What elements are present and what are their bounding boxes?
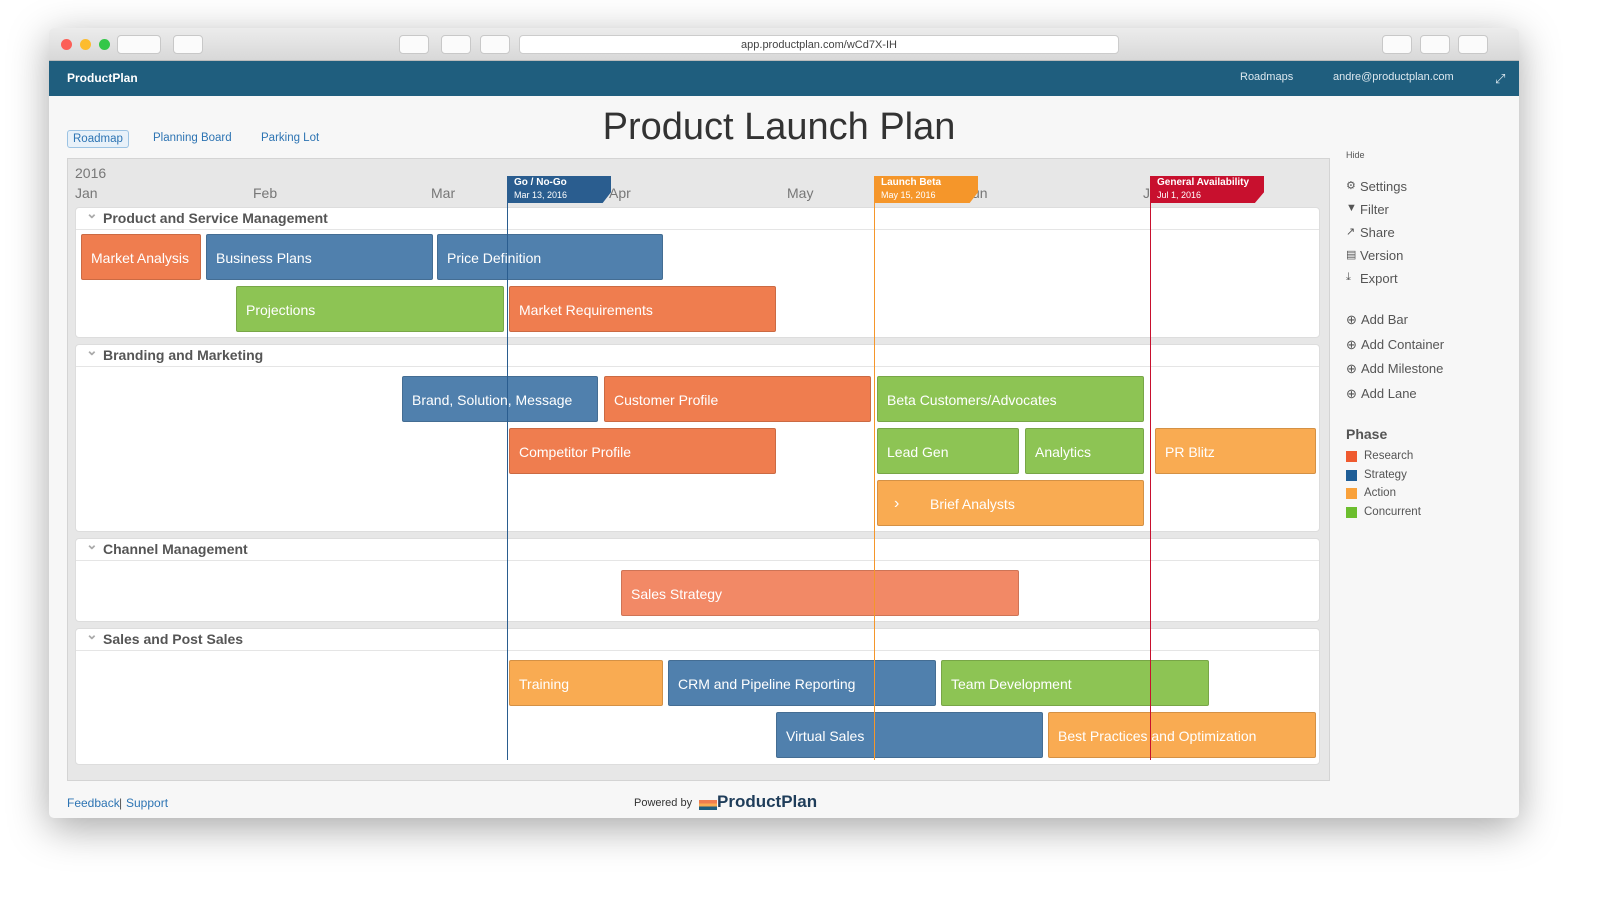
month-label: Jan <box>75 185 98 201</box>
roadmap-bar[interactable]: Sales Strategy <box>621 570 1019 616</box>
hide-toggle[interactable]: Hide <box>1346 150 1365 160</box>
milestone-date: Jul 1, 2016 <box>1157 190 1202 200</box>
sidebar-action[interactable]: Share ↗ <box>1346 225 1395 240</box>
sidebar-action[interactable]: Export ⤓ <box>1346 271 1398 286</box>
separator: | <box>119 796 123 810</box>
tab[interactable]: Roadmap <box>67 130 129 148</box>
roadmap-bar[interactable]: Training <box>509 660 663 706</box>
share[interactable] <box>1420 35 1450 54</box>
legend-swatch <box>1346 451 1357 462</box>
powered-by: Powered by <box>634 797 693 809</box>
minimize-button[interactable] <box>80 39 91 50</box>
legend-swatch <box>1346 488 1357 499</box>
sidebar-add[interactable]: Add Bar ⊕ <box>1346 312 1408 327</box>
milestone-line <box>507 176 508 760</box>
sidebar-button[interactable] <box>173 35 203 54</box>
footer-brand: ProductPlan <box>717 792 818 811</box>
extension[interactable] <box>480 35 510 54</box>
legend-item: Concurrent <box>1346 506 1421 518</box>
footer-logo <box>699 800 717 810</box>
lane-title[interactable]: Product and Service Management <box>76 205 1319 230</box>
account-menu[interactable]: andre@productplan.com <box>1333 71 1454 83</box>
tabs[interactable] <box>1458 35 1488 54</box>
roadmap-bar[interactable]: Market Requirements <box>509 286 776 332</box>
lane-title[interactable]: Sales and Post Sales <box>76 626 1319 651</box>
legend-item: Action <box>1346 487 1396 499</box>
roadmap-bar[interactable]: Projections <box>236 286 504 332</box>
roadmap-bar[interactable]: CRM and Pipeline Reporting <box>668 660 936 706</box>
icon: ⚙ <box>1346 180 1356 192</box>
sidebar-action[interactable]: Version ▤ <box>1346 248 1404 263</box>
brand[interactable]: ProductPlan <box>67 71 138 85</box>
roadmap-bar[interactable]: Team Development <box>941 660 1209 706</box>
sidebar-action[interactable]: Settings ⚙ <box>1346 179 1407 194</box>
back-forward[interactable] <box>117 35 161 54</box>
milestone-line <box>1150 176 1151 760</box>
sidebar-add[interactable]: Add Lane ⊕ <box>1346 385 1417 401</box>
icon: ⊕ <box>1346 312 1357 327</box>
icon: ▤ <box>1346 249 1357 261</box>
milestone-line <box>874 176 875 760</box>
roadmap-bar[interactable]: Brand, Solution, Message <box>402 376 598 422</box>
icon: ⊕ <box>1346 385 1357 401</box>
icon: ⊕ <box>1346 361 1357 376</box>
tab[interactable]: Parking Lot <box>261 132 320 144</box>
app-header: ProductPlan Roadmaps andre@productplan.c… <box>49 61 1519 96</box>
roadmap-bar[interactable]: Competitor Profile <box>509 428 776 474</box>
fullscreen[interactable]: ⤢ <box>1495 71 1506 86</box>
tab[interactable]: Planning Board <box>153 132 232 144</box>
extension[interactable] <box>399 35 429 54</box>
icon: ⤓ <box>1346 271 1351 283</box>
browser-window: app.productplan.com/wCd7X-IH ProductPlan… <box>49 28 1519 818</box>
icon: ▼ <box>1346 202 1357 214</box>
close-button[interactable] <box>61 39 72 50</box>
year: 2016 <box>75 165 107 181</box>
browser-toolbar: app.productplan.com/wCd7X-IH <box>49 28 1519 61</box>
roadmap-bar[interactable]: Virtual Sales <box>776 712 1043 758</box>
sidebar-add[interactable]: Add Container ⊕ <box>1346 336 1445 352</box>
roadmap-bar[interactable]: Business Plans <box>206 234 433 280</box>
roadmap-bar[interactable]: Price Definition <box>437 234 663 280</box>
roadmap-bar[interactable]: Market Analysis <box>81 234 201 280</box>
milestone-flag[interactable]: Launch Beta May 15, 2016 <box>874 176 978 203</box>
milestone-date: Mar 13, 2016 <box>514 190 568 200</box>
expand-chevron[interactable]: › <box>894 495 900 512</box>
month-label: May <box>787 185 814 201</box>
lane-title[interactable]: Branding and Marketing <box>76 342 1319 367</box>
roadmap-bar[interactable]: Beta Customers/Advocates <box>877 376 1144 422</box>
footer-link[interactable]: Feedback <box>67 796 120 810</box>
legend-item: Research <box>1346 450 1413 462</box>
roadmap-bar[interactable]: Customer Profile <box>604 376 871 422</box>
roadmap-title: Product Launch Plan <box>602 106 956 148</box>
roadmap-bar[interactable]: Brief Analysts › <box>877 480 1144 526</box>
legend-swatch <box>1346 469 1357 481</box>
roadmap-bar[interactable]: PR Blitz <box>1155 428 1316 474</box>
address-bar[interactable]: app.productplan.com/wCd7X-IH <box>519 35 1119 54</box>
roadmap-bar[interactable]: Best Practices and Optimization <box>1048 712 1316 758</box>
downloads[interactable] <box>1382 35 1412 54</box>
nav-link[interactable]: Roadmaps <box>1240 71 1294 83</box>
milestone-date: May 15, 2016 <box>881 190 936 200</box>
milestone-flag[interactable]: Go / No-Go Mar 13, 2016 <box>507 176 611 203</box>
icon: ⊕ <box>1346 336 1357 352</box>
month-label: Feb <box>253 185 278 201</box>
legend-title: Phase <box>1346 426 1388 442</box>
extension[interactable] <box>441 35 471 54</box>
roadmap-bar[interactable]: Lead Gen <box>877 428 1019 474</box>
month-label: Mar <box>431 185 456 201</box>
legend-swatch <box>1346 506 1357 518</box>
lane-title[interactable]: Channel Management <box>76 536 1319 561</box>
month-label: Apr <box>609 185 631 201</box>
zoom-button[interactable] <box>99 39 110 50</box>
legend-item: Strategy <box>1346 469 1407 481</box>
roadmap-bar[interactable]: Analytics <box>1025 428 1144 474</box>
footer-link[interactable]: Support <box>126 796 169 810</box>
sidebar-add[interactable]: Add Milestone ⊕ <box>1346 361 1444 376</box>
icon: ↗ <box>1346 226 1356 238</box>
milestone-flag[interactable]: General Availability Jul 1, 2016 <box>1150 176 1264 203</box>
sidebar-action[interactable]: Filter ▼ <box>1346 202 1389 217</box>
